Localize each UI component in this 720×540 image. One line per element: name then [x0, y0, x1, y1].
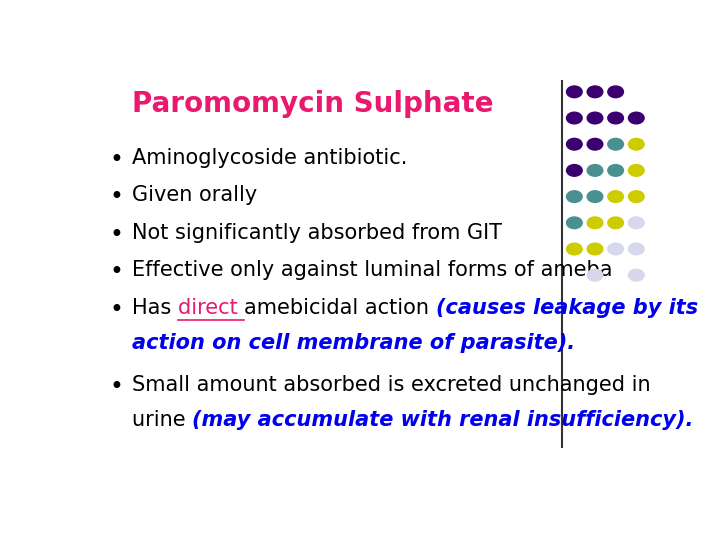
- Text: Paromomycin Sulphate: Paromomycin Sulphate: [132, 90, 494, 118]
- Text: (causes leakage by its: (causes leakage by its: [436, 298, 698, 318]
- Text: •: •: [109, 148, 123, 172]
- Text: Small amount absorbed is excreted unchanged in: Small amount absorbed is excreted unchan…: [132, 375, 650, 395]
- Text: Given orally: Given orally: [132, 185, 257, 205]
- Circle shape: [588, 86, 603, 98]
- Text: Aminoglycoside antibiotic.: Aminoglycoside antibiotic.: [132, 148, 408, 168]
- Text: (may accumulate with renal insufficiency).: (may accumulate with renal insufficiency…: [192, 410, 693, 430]
- Circle shape: [567, 217, 582, 228]
- Circle shape: [567, 165, 582, 176]
- Circle shape: [588, 138, 603, 150]
- Circle shape: [588, 191, 603, 202]
- Text: Not significantly absorbed from GIT: Not significantly absorbed from GIT: [132, 223, 502, 243]
- Circle shape: [608, 191, 624, 202]
- Circle shape: [567, 138, 582, 150]
- Circle shape: [608, 217, 624, 228]
- Circle shape: [588, 165, 603, 176]
- Circle shape: [629, 269, 644, 281]
- Text: •: •: [109, 223, 123, 247]
- Circle shape: [588, 217, 603, 228]
- Circle shape: [567, 243, 582, 255]
- Circle shape: [608, 165, 624, 176]
- Text: •: •: [109, 185, 123, 210]
- Text: •: •: [109, 298, 123, 322]
- Text: direct: direct: [178, 298, 244, 318]
- Text: Effective only against luminal forms of ameba: Effective only against luminal forms of …: [132, 260, 612, 280]
- Circle shape: [608, 243, 624, 255]
- Circle shape: [629, 112, 644, 124]
- Circle shape: [608, 112, 624, 124]
- Text: action on cell membrane of parasite).: action on cell membrane of parasite).: [132, 333, 575, 353]
- Circle shape: [629, 191, 644, 202]
- Circle shape: [588, 243, 603, 255]
- Circle shape: [608, 86, 624, 98]
- Circle shape: [608, 138, 624, 150]
- Circle shape: [567, 191, 582, 202]
- Circle shape: [567, 112, 582, 124]
- Circle shape: [567, 86, 582, 98]
- Circle shape: [588, 269, 603, 281]
- Circle shape: [629, 138, 644, 150]
- Text: •: •: [109, 375, 123, 399]
- Text: •: •: [109, 260, 123, 284]
- Circle shape: [629, 243, 644, 255]
- Text: Has: Has: [132, 298, 178, 318]
- Circle shape: [629, 165, 644, 176]
- Text: amebicidal action: amebicidal action: [244, 298, 436, 318]
- Circle shape: [629, 217, 644, 228]
- Circle shape: [588, 112, 603, 124]
- Text: urine: urine: [132, 410, 192, 430]
